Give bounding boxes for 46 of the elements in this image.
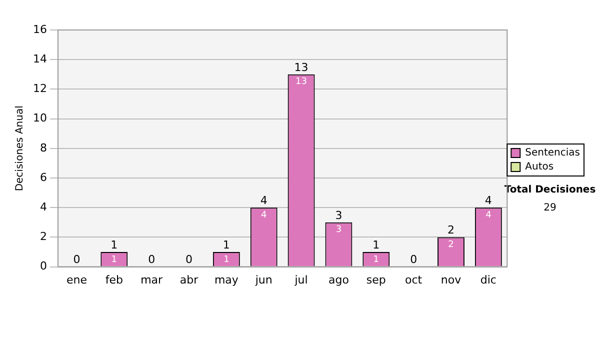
x-tick-label: nov <box>440 273 462 286</box>
data-label: 3 <box>336 225 342 236</box>
total-label: 4 <box>484 194 492 207</box>
total-label: 3 <box>335 208 342 222</box>
data-label: 13 <box>296 77 308 88</box>
x-tick-label: ene <box>66 273 88 286</box>
annotation: Total Decisiones <box>504 184 596 196</box>
total-label: 0 <box>410 253 418 266</box>
x-tick-label: sep <box>366 273 386 286</box>
x-tick-label: abr <box>180 273 199 286</box>
total-label: 13 <box>294 60 308 74</box>
x-tick-label: mar <box>140 273 164 286</box>
x-tick-label: dic <box>480 273 496 286</box>
total-label: 0 <box>185 253 192 266</box>
y-tick-label: 0 <box>40 260 47 273</box>
y-tick-label: 12 <box>32 82 47 96</box>
data-label: 1 <box>373 254 380 265</box>
x-tick-label: jul <box>294 273 308 286</box>
text: 29 <box>544 202 556 214</box>
data-label: 4 <box>486 210 492 220</box>
data-label: 1 <box>224 254 230 265</box>
total-label: 4 <box>260 194 268 207</box>
x-tick-label: may <box>214 273 239 286</box>
total-label: 1 <box>372 238 380 252</box>
y-tick-label: 8 <box>40 141 47 154</box>
x-tick-label: jun <box>254 273 272 286</box>
total-label: 1 <box>222 238 230 252</box>
total-label: 2 <box>447 224 454 237</box>
y-tick-label: 2 <box>40 230 47 244</box>
x-tick-label: feb <box>105 273 123 286</box>
total-label: 0 <box>148 253 156 266</box>
x-tick-label: oct <box>405 273 423 286</box>
data-label: 2 <box>448 240 454 250</box>
data-label: 1 <box>111 254 118 265</box>
y-tick-label: 10 <box>32 112 47 125</box>
y-tick-label: 14 <box>32 52 47 66</box>
x-tick-label: ago <box>328 273 350 286</box>
y-tick-label: 6 <box>40 170 47 184</box>
legend-label: Sentencias <box>525 148 580 159</box>
y-tick-label: 16 <box>32 22 47 36</box>
total-label: 1 <box>110 238 118 252</box>
data-label: 4 <box>260 210 267 220</box>
total-label: 0 <box>73 253 80 266</box>
legend-label: Autos <box>525 162 554 173</box>
y-axis-title: Decisiones Anual <box>14 106 26 192</box>
y-tick-label: 4 <box>40 200 47 214</box>
